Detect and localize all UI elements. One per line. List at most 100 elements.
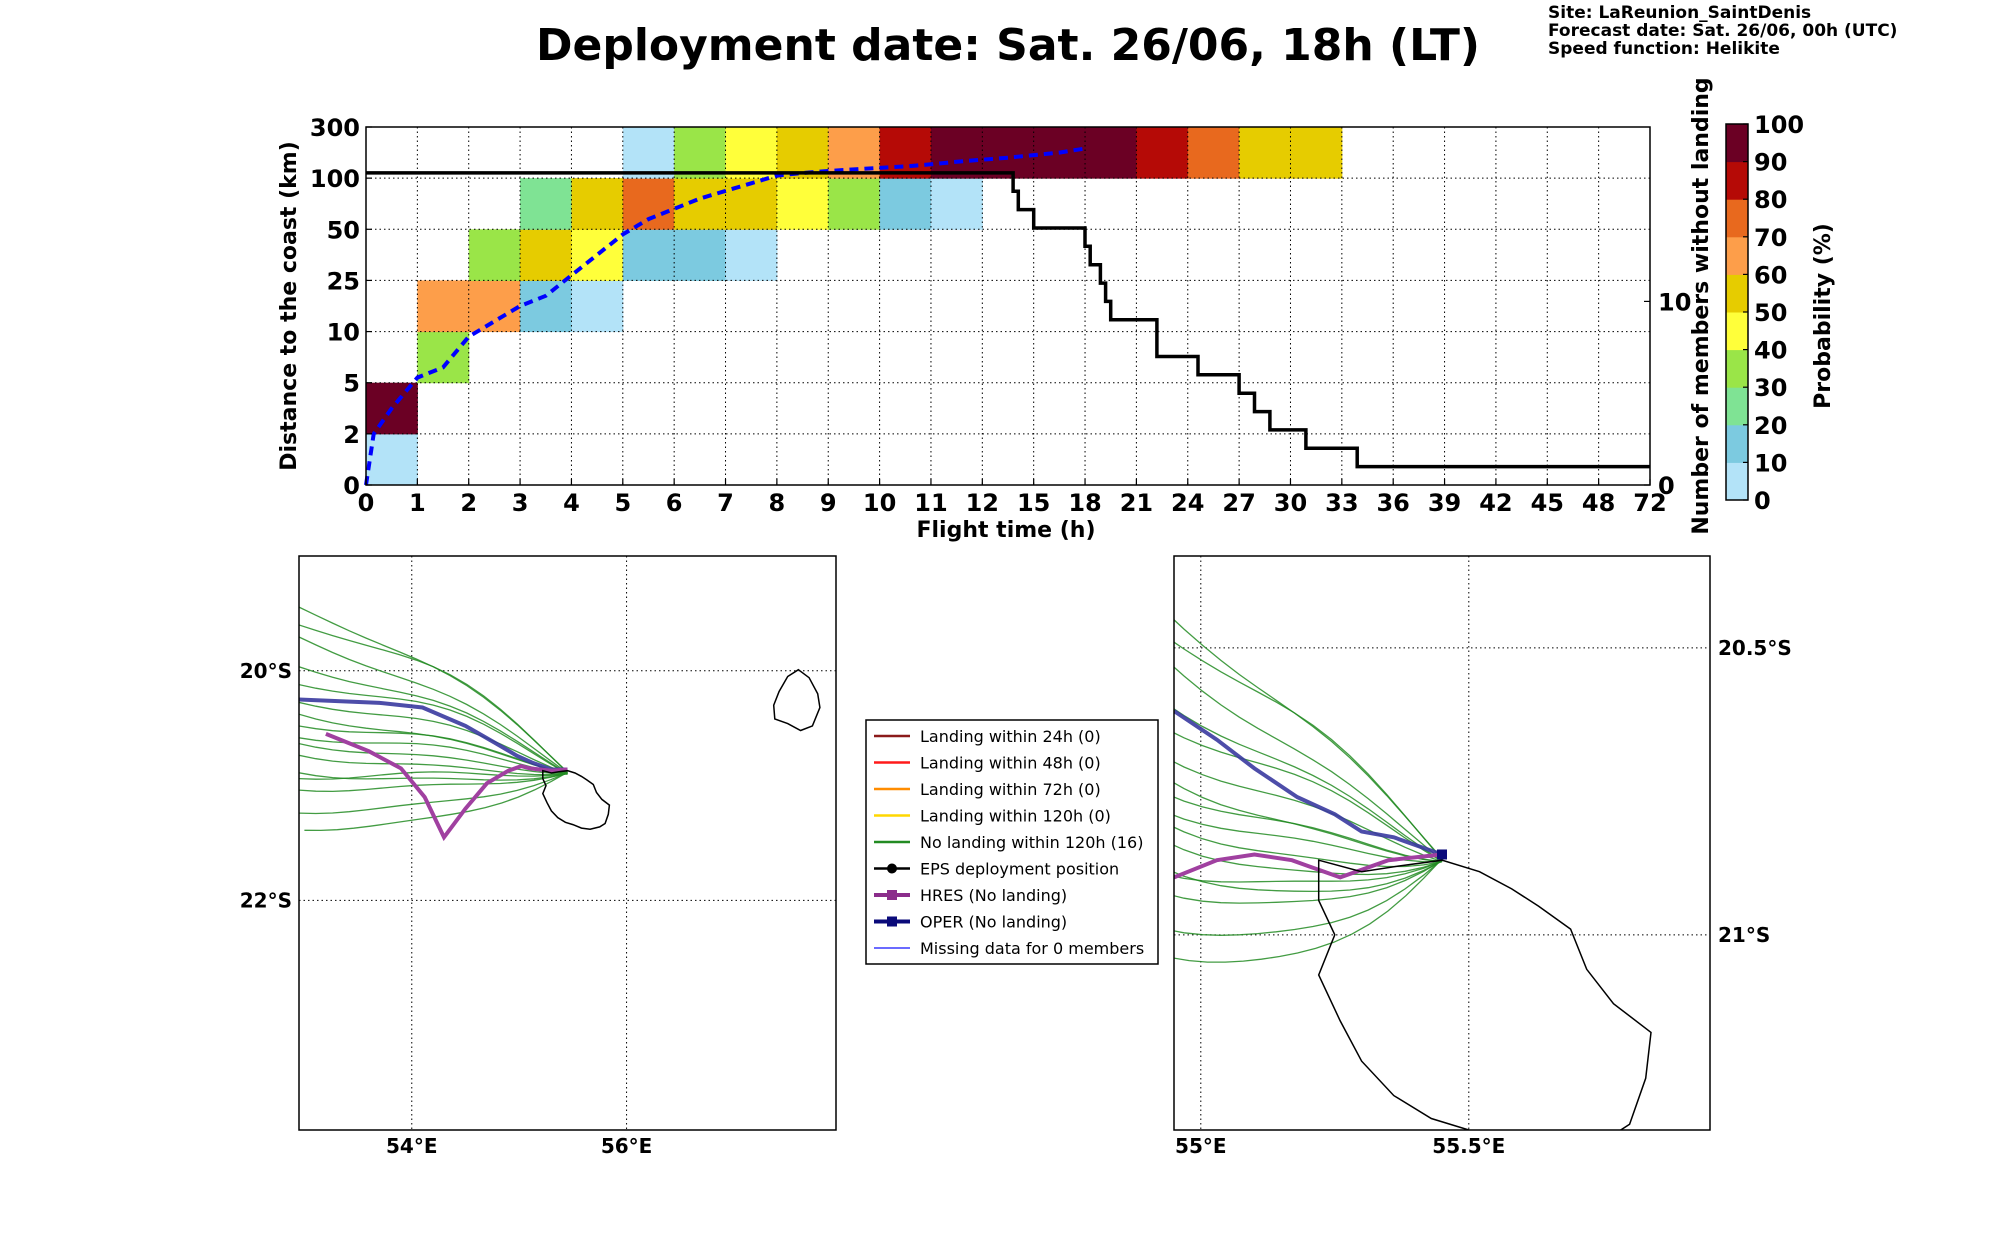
x-tick-label: 33 (1325, 489, 1358, 517)
ensemble-track (299, 666, 568, 775)
x-tick-label: 39 (1428, 489, 1461, 517)
ensemble-track (299, 713, 568, 775)
members-without-landing-line (366, 171, 1650, 469)
x-tick-label: 18 (1068, 489, 1101, 517)
heatmap-cell (622, 229, 675, 281)
ensemble-track (1174, 782, 1443, 863)
map-lat-label: 20°S (240, 659, 292, 683)
heatmap-cell (828, 178, 881, 230)
ensemble-track (1174, 859, 1443, 936)
heatmap-cell (930, 127, 983, 179)
legend-label: Landing within 72h (0) (920, 780, 1101, 799)
hres-track (1174, 852, 1443, 880)
colorbar: 0 10 20 30 40 50 60 70 80 90 100 (1725, 111, 1804, 515)
colorbar-segment (1726, 349, 1748, 388)
x-tick-label: 0 (358, 489, 375, 517)
legend-square-swatch (887, 890, 897, 900)
legend-item: Missing data for 0 members (874, 939, 1144, 958)
legend-label: EPS deployment position (920, 860, 1119, 879)
ensemble-track (1174, 732, 1443, 863)
legend-box (865, 719, 1159, 965)
map-lon-label: 55.5°E (1432, 1134, 1505, 1158)
x-tick-label: 24 (1171, 489, 1204, 517)
x-tick-label: 8 (769, 489, 786, 517)
map-frame (298, 555, 837, 1131)
speed-function-label: Speed function: Helikite (1548, 39, 1780, 59)
heatmap-cell (571, 280, 624, 333)
colorbar-segment (1726, 387, 1748, 426)
map-content (1174, 556, 1710, 1130)
heatmap-cell (776, 178, 829, 230)
legend-item: HRES (No landing) (874, 886, 1067, 905)
map-lon-label: 55°E (1175, 1134, 1227, 1158)
ensemble-track (299, 701, 568, 775)
x-tick-label: 42 (1479, 489, 1512, 517)
colorbar-segment (1726, 161, 1748, 200)
x-tick-label: 1 (409, 489, 426, 517)
colorbar-tick-label: 50 (1754, 299, 1787, 327)
oper-track (1174, 709, 1443, 857)
heatmap-cell (417, 280, 470, 333)
right-tick-label: 10 (1658, 288, 1691, 316)
heatmap-cell (571, 229, 624, 281)
map-wide: 54°E 56°E 20°S 22°S (240, 555, 837, 1158)
colorbar-tick-label: 90 (1754, 149, 1787, 177)
heatmap-cell (725, 229, 778, 281)
legend-label: Landing within 48h (0) (920, 754, 1101, 773)
x-tick-label: 15 (1017, 489, 1050, 517)
heatmap-cell (520, 178, 572, 230)
x-tick-label: 5 (614, 489, 631, 517)
y-tick-label: 5 (343, 370, 360, 398)
ensemble-track (1174, 618, 1443, 860)
y-axis-label: Distance to the coast (km) (277, 141, 302, 471)
map-lon-label: 56°E (601, 1134, 653, 1158)
heatmap-cell (725, 127, 778, 179)
y-tick-label: 300 (310, 114, 360, 142)
heatmap-cell (571, 178, 624, 230)
hres-track (325, 732, 568, 842)
legend-label: HRES (No landing) (920, 886, 1067, 905)
colorbar-segment (1726, 312, 1748, 351)
heatmap-cell (930, 178, 983, 230)
heatmap-cell (520, 229, 572, 281)
ensemble-track (299, 683, 568, 775)
x-tick-label: 4 (563, 489, 580, 517)
heatmap-cell (468, 229, 521, 281)
oper-track (299, 697, 568, 772)
heatmap-cell (1239, 127, 1291, 179)
colorbar-tick-label: 30 (1754, 374, 1787, 402)
map-lat-label: 21°S (1718, 923, 1770, 947)
heatmap-cell (1187, 127, 1240, 179)
heatmap-cell (468, 280, 521, 333)
heatmap-cell (417, 331, 470, 384)
legend-item: No landing within 120h (16) (874, 833, 1143, 852)
heatmap-cell (622, 127, 675, 179)
x-tick-label: 10 (863, 489, 896, 517)
ensemble-track (1174, 708, 1443, 862)
legend-label: OPER (No landing) (920, 913, 1067, 932)
chart-title: Deployment date: Sat. 26/06, 18h (LT) (536, 20, 1480, 71)
x-tick-label: 9 (820, 489, 837, 517)
x-tick-label: 3 (512, 489, 529, 517)
ensemble-track (1174, 641, 1443, 860)
x-tick-label: 7 (717, 489, 734, 517)
colorbar-tick-label: 60 (1754, 261, 1787, 289)
legend-label: No landing within 120h (16) (920, 833, 1143, 852)
heatmap-cell (879, 127, 932, 179)
x-tick-label: 21 (1120, 489, 1153, 517)
x-tick-label: 30 (1274, 489, 1307, 517)
map-lat-label: 20.5°S (1718, 636, 1792, 660)
reunion-coastline (541, 769, 611, 830)
heatmap-cell (674, 127, 727, 179)
y-tick-label: 2 (343, 421, 360, 449)
ensemble-track (299, 772, 568, 815)
site-label: Site: LaReunion_SaintDenis (1548, 3, 1811, 23)
colorbar-segment (1726, 236, 1748, 275)
heatmap-cell (366, 433, 418, 486)
legend-item: Landing within 48h (0) (874, 754, 1101, 773)
map-lat-label: 22°S (240, 888, 292, 912)
ensemble-track (299, 742, 568, 775)
y-tick-label: 50 (327, 216, 360, 244)
colorbar-tick-label: 20 (1754, 412, 1787, 440)
